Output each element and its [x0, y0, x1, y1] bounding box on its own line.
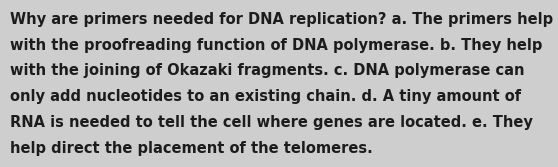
Text: with the joining of Okazaki fragments. c. DNA polymerase can: with the joining of Okazaki fragments. c…	[10, 63, 525, 78]
Text: Why are primers needed for DNA replication? a. The primers help: Why are primers needed for DNA replicati…	[10, 12, 553, 27]
Text: help direct the placement of the telomeres.: help direct the placement of the telomer…	[10, 141, 373, 156]
Text: with the proofreading function of DNA polymerase. b. They help: with the proofreading function of DNA po…	[10, 38, 542, 53]
Text: only add nucleotides to an existing chain. d. A tiny amount of: only add nucleotides to an existing chai…	[10, 89, 521, 104]
Text: RNA is needed to tell the cell where genes are located. e. They: RNA is needed to tell the cell where gen…	[10, 115, 533, 130]
